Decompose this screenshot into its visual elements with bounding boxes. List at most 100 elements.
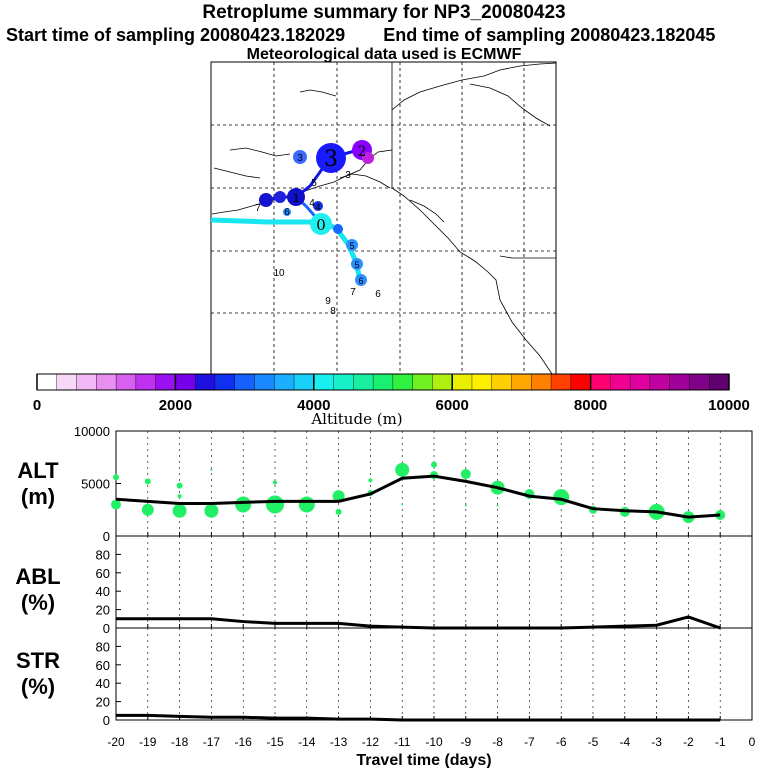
- alt-panel: 0 5000 10000: [74, 424, 753, 544]
- alt-panel-frame: [115, 430, 753, 537]
- abl-ytick-label: 20: [96, 603, 110, 618]
- alt-panel-label: ALT (m): [8, 458, 68, 510]
- alt-label-line2: (m): [20, 484, 56, 509]
- day-label: 3: [345, 170, 351, 181]
- xtick-label: -12: [362, 735, 380, 749]
- xtick-label: 0: [749, 735, 756, 749]
- xtick-label: -4: [619, 735, 630, 749]
- plume-marker: 3: [293, 150, 307, 164]
- svg-text:0: 0: [316, 216, 326, 234]
- day-label: 6: [284, 207, 290, 218]
- abl-ytick-label: 60: [96, 566, 110, 581]
- end-time-label: End time of sampling 20080423.182045: [383, 25, 716, 45]
- xtick-label: -1: [715, 735, 726, 749]
- plume-point: [553, 489, 570, 506]
- plume-marker: 0: [310, 213, 332, 235]
- plume-point: [111, 499, 121, 510]
- xtick-label: -5: [588, 735, 599, 749]
- met-data-label: Meteorological data used is ECMWF: [246, 46, 522, 63]
- svg-text:5: 5: [349, 241, 354, 251]
- day-label: 5: [311, 178, 317, 189]
- day-label: 8: [330, 306, 336, 317]
- xtick-label: -3: [651, 735, 662, 749]
- str-ytick-label: 40: [96, 676, 110, 691]
- plume-point: [273, 480, 277, 485]
- plume-marker: 5: [351, 258, 363, 270]
- plume-marker: 4: [313, 201, 323, 212]
- day-label: 7: [255, 203, 261, 214]
- plume-point: [144, 478, 151, 485]
- day-label: 9: [325, 296, 331, 307]
- str-series-line: [116, 713, 721, 722]
- svg-text:4: 4: [315, 202, 320, 212]
- day-label: 4: [309, 198, 315, 209]
- plume-point: [401, 503, 404, 506]
- plume-point: [335, 508, 342, 515]
- alt-ytick-label: 5000: [81, 477, 110, 492]
- abl-ytick-label: 80: [96, 547, 110, 562]
- xtick-label: -13: [330, 735, 348, 749]
- str-label-line1: STR: [16, 648, 60, 673]
- svg-text:5: 5: [354, 260, 359, 270]
- str-ytick-label: 60: [96, 658, 110, 673]
- plume-point: [266, 495, 284, 514]
- abl-series-line: [116, 615, 721, 630]
- plume-point: [210, 468, 213, 471]
- plume-point: [176, 482, 183, 489]
- alt-ytick-label: 10000: [74, 424, 110, 439]
- plume-marker: 2: [352, 140, 374, 164]
- str-ytick-label: 20: [96, 695, 110, 710]
- plume-point: [235, 496, 252, 513]
- plume-point: [113, 474, 119, 481]
- plume-point: [368, 478, 373, 483]
- map-content: 3 2 3 1 4 0 5 5 6 5 3 7 6 4 10 7 6 9 8: [211, 62, 556, 374]
- plume-marker: 6: [355, 274, 367, 286]
- xtick-label: -6: [556, 735, 567, 749]
- map-grid: [211, 62, 556, 374]
- xtick-label: -2: [683, 735, 694, 749]
- map-frame: [210, 61, 557, 375]
- chart-title: Retroplume summary for NP3_20080423: [202, 2, 566, 23]
- abl-panel-label: ABL (%): [8, 564, 68, 616]
- plume-marker: 3: [316, 143, 346, 173]
- xtick-label: -15: [266, 735, 284, 749]
- plume-point: [172, 503, 187, 518]
- plume-marker: 5: [346, 239, 358, 251]
- xtick-label: -18: [171, 735, 189, 749]
- svg-text:3: 3: [297, 153, 303, 164]
- svg-text:3: 3: [324, 147, 338, 172]
- plume-point: [177, 494, 182, 499]
- start-time-label: Start time of sampling 20080423.182029: [6, 25, 346, 45]
- abl-ytick-label: 0: [103, 621, 110, 636]
- plume-marker: 1: [259, 188, 305, 207]
- xtick-label: -17: [203, 735, 221, 749]
- xtick-label: -16: [235, 735, 253, 749]
- plume-point: [431, 461, 437, 468]
- svg-text:6: 6: [358, 276, 363, 286]
- xtick-label: -19: [139, 735, 157, 749]
- day-label: 6: [375, 289, 381, 300]
- abl-panel: 0 20 40 60 80: [96, 535, 753, 636]
- alt-label-line1: ALT: [17, 458, 59, 483]
- abl-ytick-label: 40: [96, 584, 110, 599]
- xtick-label: -7: [524, 735, 535, 749]
- day-label: 7: [350, 287, 356, 298]
- sampling-times: Start time of sampling 20080423.182029 E…: [6, 25, 715, 46]
- str-label-line2: (%): [20, 674, 56, 699]
- plume-dot: [333, 224, 343, 234]
- xtick-label: -10: [425, 735, 443, 749]
- x-axis-label: Travel time (days): [356, 752, 491, 768]
- plume-point: [141, 503, 154, 516]
- str-ytick-label: 80: [96, 639, 110, 654]
- svg-text:2: 2: [358, 144, 367, 160]
- xtick-label: -14: [298, 735, 316, 749]
- xtick-label: -11: [394, 735, 411, 749]
- plume-point: [332, 490, 345, 503]
- day-label: 10: [273, 268, 285, 279]
- svg-text:1: 1: [293, 191, 300, 205]
- alt-ytick-label: 0: [103, 529, 110, 544]
- str-ytick-label: 0: [103, 713, 110, 728]
